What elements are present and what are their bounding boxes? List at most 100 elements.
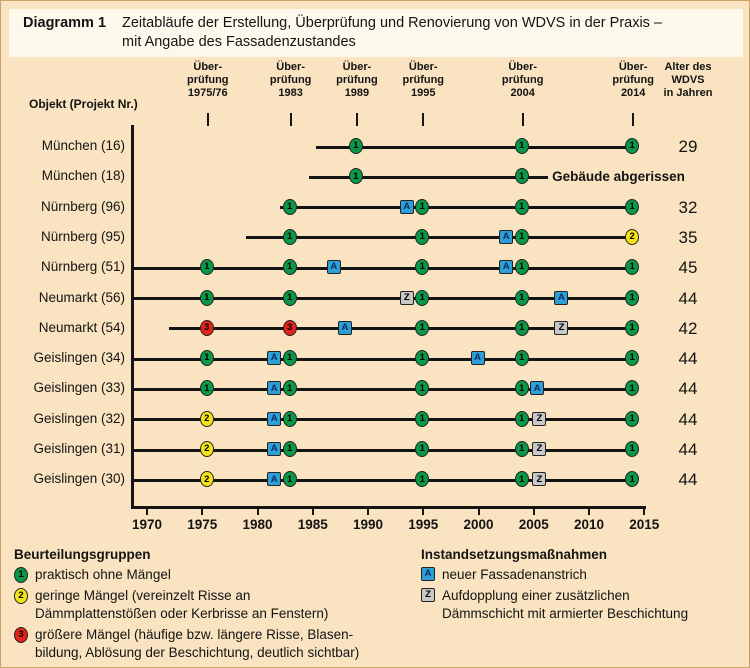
marker-circle-1: 1 <box>514 441 529 457</box>
marker-circle-1: 1 <box>514 471 529 488</box>
inspection-header: Über- prüfung 1983 <box>269 61 312 99</box>
marker-circle-1: 1 <box>282 289 297 306</box>
inspection-tick-mark <box>632 113 635 126</box>
timeline-row-line <box>130 297 634 300</box>
marker-circle-1: 1 <box>625 410 640 427</box>
marker-circle-1: 1 <box>625 380 640 397</box>
marker-circle-1: 1 <box>625 198 640 215</box>
inspection-tick-mark <box>206 113 209 126</box>
age-value: 44 <box>678 409 698 429</box>
marker-square-Z: Z <box>532 411 547 426</box>
marker-square-A: A <box>421 567 435 581</box>
age-value: 35 <box>678 227 698 247</box>
marker-circle-1: 1 <box>625 350 640 367</box>
legend-item-text: neuer Fassadenanstrich <box>442 567 587 582</box>
marker-circle-1: 1 <box>514 168 529 185</box>
x-axis-tick <box>643 506 646 515</box>
marker-circle-1: 1 <box>199 380 214 397</box>
x-axis-tick-label: 1970 <box>131 517 163 532</box>
timeline-row-line <box>169 327 634 331</box>
marker-circle-1: 1 <box>348 138 363 154</box>
marker-circle-1: 1 <box>348 168 363 185</box>
x-axis-tick <box>146 506 148 515</box>
marker-circle-1: 1 <box>415 350 430 367</box>
marker-circle-1: 1 <box>625 138 640 154</box>
repair-measures-heading: Instandsetzungsmaßnahmen <box>421 547 608 562</box>
marker-circle-1: 1 <box>415 289 430 306</box>
row-label: Nürnberg (96) <box>40 198 125 214</box>
row-label: Geislingen (33) <box>33 380 125 396</box>
row-label: Neumarkt (56) <box>38 289 125 305</box>
marker-circle-1: 1 <box>282 410 297 427</box>
row-label: Geislingen (32) <box>33 410 125 426</box>
x-axis-tick-label: 1990 <box>352 517 384 532</box>
row-label: München (18) <box>41 168 125 184</box>
object-column-header: Objekt (Projekt Nr.) <box>29 97 138 111</box>
timeline-row-line <box>130 448 634 452</box>
diagram-number-label: Diagramm 1 <box>23 15 107 31</box>
marker-circle-3: 3 <box>14 627 28 643</box>
marker-square-A: A <box>499 229 514 244</box>
marker-circle-1: 1 <box>415 319 430 336</box>
age-value: 44 <box>678 379 698 399</box>
inspection-tick-mark <box>422 113 425 126</box>
marker-square-A: A <box>267 351 282 366</box>
age-value: 42 <box>678 318 698 338</box>
x-axis-tick-label: 1980 <box>242 517 273 532</box>
marker-circle-1: 1 <box>14 567 28 583</box>
marker-circle-2: 2 <box>14 588 28 604</box>
legend-item-text: Aufdopplung einer zusätzlichen Dämmschic… <box>442 588 689 621</box>
age-value: 44 <box>678 349 698 369</box>
marker-circle-3: 3 <box>199 319 214 336</box>
timeline-row-line <box>130 266 634 270</box>
age-value: 45 <box>678 258 698 278</box>
inspection-header: Über- prüfung 1995 <box>402 61 445 99</box>
marker-circle-2: 2 <box>199 441 214 457</box>
marker-circle-1: 1 <box>514 410 529 427</box>
marker-square-A: A <box>267 411 282 426</box>
title-box: Diagramm 1 Zeitabläufe der Erstellung, Ü… <box>9 9 743 57</box>
marker-square-A: A <box>499 260 514 275</box>
marker-circle-1: 1 <box>415 259 430 276</box>
marker-circle-2: 2 <box>625 228 640 245</box>
marker-circle-1: 1 <box>625 441 640 457</box>
age-value: 44 <box>678 470 698 490</box>
marker-circle-1: 1 <box>514 138 529 154</box>
marker-square-A: A <box>399 199 414 214</box>
marker-circle-1: 1 <box>199 259 214 276</box>
x-axis-tick-label: 2005 <box>518 517 549 532</box>
legend-item: 2 geringe Mängel (vereinzelt Risse an Däm… <box>14 587 414 623</box>
marker-circle-1: 1 <box>199 350 214 367</box>
age-value: 44 <box>678 440 698 459</box>
legend-item: 3 größere Mängel (häufige bzw. längere Ri… <box>14 626 414 662</box>
marker-square-A: A <box>267 472 282 487</box>
legend-assessment-groups: Beurteilungsgruppen 1 praktisch ohne Mänge… <box>14 547 414 665</box>
x-axis-line <box>131 506 647 509</box>
marker-square-A: A <box>267 381 282 396</box>
marker-circle-1: 1 <box>282 259 297 276</box>
x-axis-tick <box>256 506 259 515</box>
inspection-tick-mark <box>521 113 524 126</box>
marker-circle-1: 1 <box>625 319 640 336</box>
row-label: Nürnberg (95) <box>40 228 125 244</box>
age-column-header: Alter des WDVS in Jahren <box>663 61 713 99</box>
marker-square-A: A <box>326 260 341 275</box>
marker-square-A: A <box>337 320 352 335</box>
x-axis-tick <box>201 506 204 515</box>
age-value: 32 <box>678 197 698 217</box>
row-label: München (16) <box>41 138 125 153</box>
row-label: Nürnberg (51) <box>40 259 125 275</box>
note-building-demolished: Gebäude abgerissen <box>552 168 685 184</box>
x-axis-tick <box>588 506 590 515</box>
x-axis-tick <box>422 506 425 515</box>
marker-circle-1: 1 <box>514 259 529 276</box>
timeline-row-line <box>130 387 634 391</box>
marker-circle-1: 1 <box>514 289 529 306</box>
marker-circle-1: 1 <box>415 441 430 457</box>
x-axis-tick <box>367 506 369 515</box>
legend-item-text: geringe Mängel (vereinzelt Risse an Dämm… <box>35 588 329 621</box>
marker-circle-1: 1 <box>514 380 529 397</box>
marker-circle-1: 1 <box>625 471 640 488</box>
marker-circle-1: 1 <box>282 228 297 245</box>
